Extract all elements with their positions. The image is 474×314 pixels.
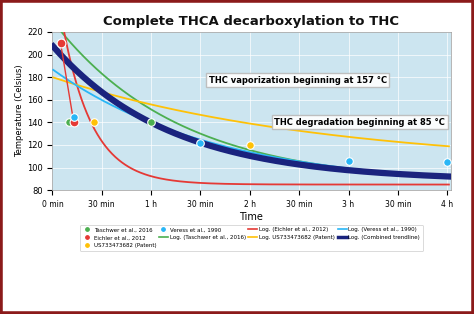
Point	[345, 158, 352, 163]
Point	[444, 160, 451, 165]
Point	[57, 41, 64, 46]
Point	[70, 114, 78, 119]
Title: Complete THCA decarboxylation to THC: Complete THCA decarboxylation to THC	[103, 15, 400, 28]
Point	[197, 140, 204, 145]
Point	[246, 143, 254, 148]
Text: THC vaporization beginning at 157 °C: THC vaporization beginning at 157 °C	[209, 76, 387, 85]
Point	[65, 120, 73, 125]
Legend: Taschwer et al., 2016, Eichler et al., 2012, US733473682 (Patent), Veress et al.: Taschwer et al., 2016, Eichler et al., 2…	[80, 225, 423, 251]
Text: THC degradation beginning at 85 °C: THC degradation beginning at 85 °C	[274, 118, 446, 127]
Point	[90, 120, 97, 125]
Point	[147, 120, 155, 125]
X-axis label: Time: Time	[239, 212, 264, 222]
Y-axis label: Temperature (Celsius): Temperature (Celsius)	[15, 65, 24, 157]
Point	[70, 120, 78, 125]
